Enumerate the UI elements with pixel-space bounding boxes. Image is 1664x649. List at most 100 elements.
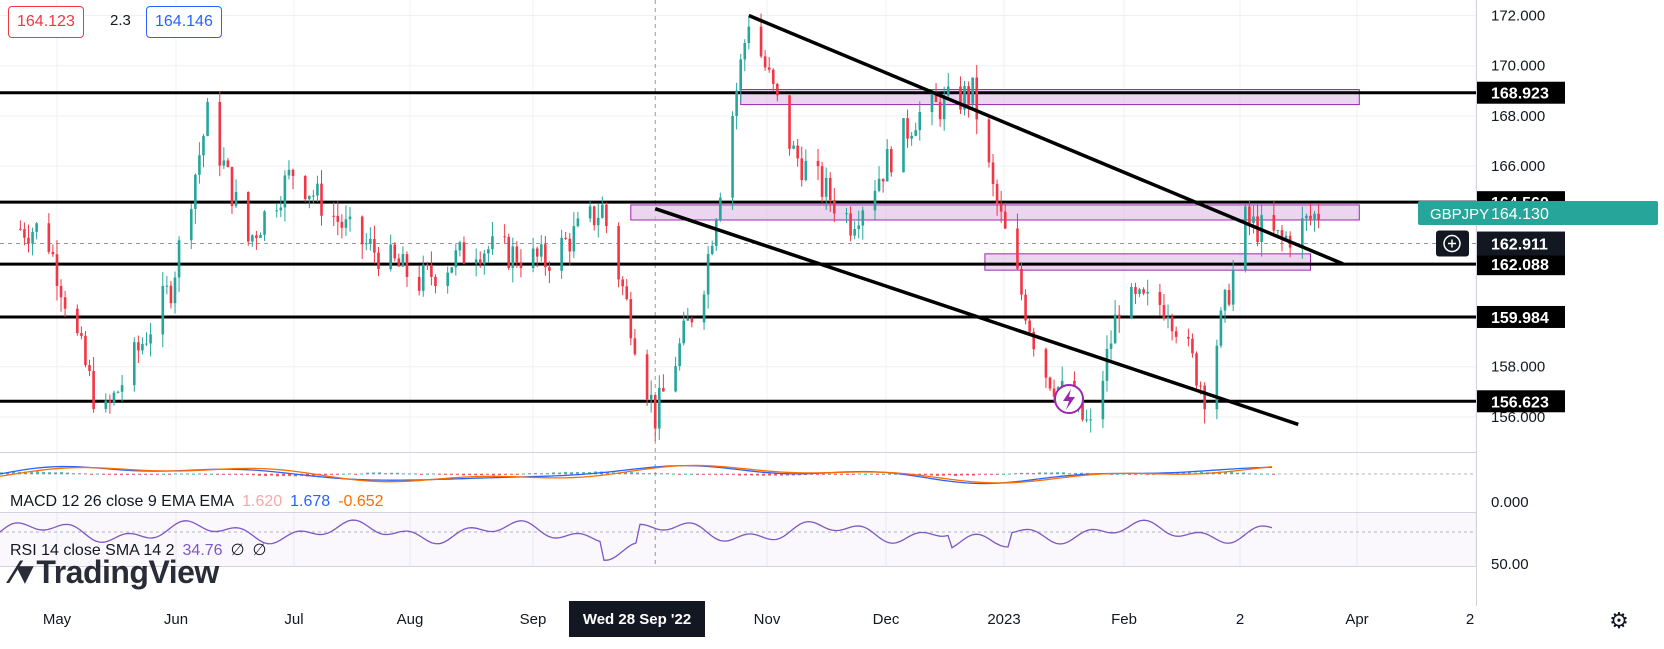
candle-body <box>348 216 352 220</box>
candle-body <box>76 308 79 334</box>
macd-hist-bar <box>126 474 129 475</box>
candle-body <box>564 237 567 239</box>
candle-body <box>177 240 181 278</box>
candle-body <box>975 77 979 120</box>
candle-body <box>629 299 633 339</box>
macd-hist-bar <box>642 473 645 475</box>
candle-body <box>246 192 250 242</box>
macd-hist-bar <box>828 473 831 475</box>
macd-hist-bar <box>480 474 483 476</box>
candle-body <box>161 285 165 335</box>
macd-hist-bar <box>210 473 213 475</box>
macd-hist-bar <box>192 473 195 475</box>
candle-body <box>560 237 563 271</box>
candle-body <box>275 210 279 212</box>
candle-body <box>1215 345 1219 410</box>
sell-price-box[interactable]: 164.123 <box>8 6 84 38</box>
rsi-legend[interactable]: RSI 14 close SMA 14 2 34.76 ∅ ∅ <box>10 540 266 560</box>
candle-body <box>1195 353 1198 386</box>
macd-hist-bar <box>1122 473 1125 475</box>
candle-body <box>434 276 437 286</box>
macd-hist-bar <box>336 474 339 475</box>
macd-hist-bar <box>42 472 45 474</box>
candle-body <box>291 169 295 177</box>
macd-hist-bar <box>1116 473 1119 475</box>
macd-hist-bar <box>876 474 879 475</box>
macd-hist-bar <box>528 473 531 474</box>
macd-hist-bar <box>1134 474 1137 475</box>
candle-body <box>800 158 804 181</box>
gear-icon[interactable]: ⚙ <box>1609 608 1629 633</box>
macd-hist-bar <box>1002 473 1005 475</box>
candle-body <box>914 130 917 136</box>
candle-body <box>674 366 677 392</box>
buy-price-box[interactable]: 164.146 <box>146 6 222 38</box>
macd-hist-bar <box>456 474 459 475</box>
macd-hist-bar <box>744 474 747 476</box>
candle-body <box>1003 211 1007 229</box>
candle-body <box>483 253 486 264</box>
crosshair-price-label: 162.911 <box>1491 237 1548 254</box>
candle-body <box>303 176 307 200</box>
macd-hist-bar <box>270 474 273 476</box>
candle-body <box>625 286 629 300</box>
macd-hist-bar <box>132 474 135 475</box>
candle-body <box>710 245 714 255</box>
macd-hist-bar <box>498 474 501 476</box>
candle-body <box>771 69 775 84</box>
zone-1 <box>630 204 1360 221</box>
candle-body <box>971 77 974 104</box>
macd-line <box>0 464 1273 485</box>
candle-body <box>515 246 519 264</box>
x-tick-label: Apr <box>1345 611 1368 628</box>
candle-body <box>849 213 852 236</box>
candle-body <box>417 276 421 291</box>
macd-hist-bar <box>474 474 477 476</box>
candle-body <box>462 242 466 264</box>
macd-hist-bar <box>258 474 261 476</box>
macd-hist-bar <box>624 472 627 474</box>
candle-body <box>283 175 287 208</box>
macd-hist-bar <box>1086 472 1089 474</box>
x-tick-label: 2 <box>1236 611 1244 628</box>
macd-hist-bar <box>420 474 423 475</box>
candle-body <box>833 200 836 214</box>
macd-hist-bar <box>78 473 81 475</box>
candle-body <box>104 400 108 410</box>
zone-2 <box>984 253 1311 271</box>
crosshair-price-tag <box>1477 231 1565 256</box>
candle-body <box>63 297 67 309</box>
candle-body <box>421 264 425 291</box>
lightning-icon[interactable] <box>1054 384 1084 414</box>
macd-hist-bar <box>672 473 675 475</box>
macd-legend[interactable]: MACD 12 26 close 9 EMA EMA 1.620 1.678 -0.6… <box>10 493 384 511</box>
macd-hist-bar <box>630 472 633 474</box>
candle-body <box>251 235 254 242</box>
candle-body <box>234 192 238 206</box>
x-tick-label: Nov <box>754 611 781 628</box>
macd-hist-bar <box>684 473 687 475</box>
candle-body <box>820 166 824 197</box>
candle-body <box>1231 269 1235 305</box>
horizontal-levels <box>0 91 1476 403</box>
candle-body <box>796 145 799 159</box>
candle-body <box>739 59 742 91</box>
macd-hist-bar <box>972 474 975 476</box>
macd-hist-bar <box>654 473 657 474</box>
candle-body <box>601 204 604 218</box>
plus-circle-icon[interactable] <box>1436 230 1469 257</box>
macd-hist-bar <box>696 474 699 475</box>
candle-body <box>369 238 372 244</box>
candle-body <box>706 254 710 295</box>
candle-body <box>1252 216 1255 224</box>
macd-hist-bar <box>798 474 801 476</box>
macd-hist-bar <box>1224 471 1227 474</box>
candle-body <box>763 56 767 68</box>
macd-hist-bar <box>930 474 933 476</box>
candle-body <box>35 223 38 232</box>
candle-body <box>336 215 340 222</box>
level-tag-3 <box>1477 305 1565 328</box>
candle-body <box>853 229 856 236</box>
